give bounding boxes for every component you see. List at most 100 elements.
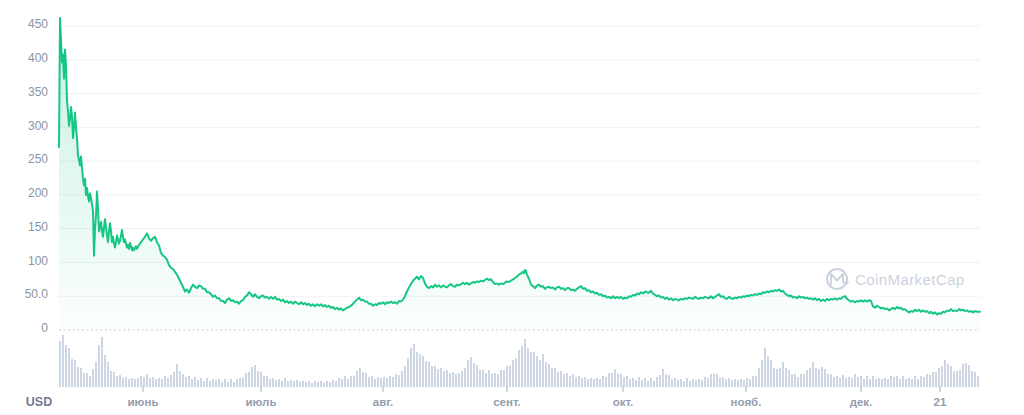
volume-bar	[263, 376, 265, 387]
volume-bar	[197, 380, 199, 387]
volume-bar	[797, 377, 799, 387]
volume-bar	[164, 376, 166, 387]
volume-bar	[710, 374, 712, 387]
volume-bar	[869, 379, 871, 387]
price-chart[interactable]: 45040035030025020015010050.00 июньиюльав…	[0, 0, 1024, 415]
volume-bar	[314, 381, 316, 387]
y-axis-label: 200	[28, 186, 48, 200]
volume-bar	[173, 372, 175, 387]
volume-bar	[722, 377, 724, 387]
volume-bar	[272, 378, 274, 387]
volume-bar	[665, 374, 667, 387]
volume-bar	[788, 370, 790, 387]
volume-bar	[563, 374, 565, 387]
x-axis-label: окт.	[613, 396, 634, 408]
volume-bar	[620, 374, 622, 387]
volume-bar	[323, 383, 325, 387]
volume-bar	[572, 374, 574, 387]
volume-bar	[701, 380, 703, 387]
volume-bar	[455, 374, 457, 387]
volume-bar	[257, 371, 259, 387]
volume-bar	[842, 375, 844, 387]
volume-bar	[140, 376, 142, 387]
volume-bar	[296, 380, 298, 387]
x-axis-label: дек.	[850, 396, 873, 408]
volume-bar	[218, 379, 220, 387]
volume-bar	[737, 380, 739, 387]
volume-bar	[746, 378, 748, 387]
volume-bar	[860, 376, 862, 387]
volume-bar	[560, 371, 562, 387]
volume-bar	[680, 379, 682, 387]
volume-bar	[401, 371, 403, 387]
volume-bar	[944, 360, 946, 387]
volume-bar	[833, 377, 835, 387]
volume-bar	[716, 374, 718, 387]
volume-bar	[290, 380, 292, 387]
volume-bar	[134, 379, 136, 387]
volume-bar	[782, 362, 784, 387]
volume-bar	[329, 382, 331, 387]
volume-bar	[938, 368, 940, 387]
volume-bar	[278, 379, 280, 387]
volume-bar	[968, 365, 970, 387]
volume-bar	[656, 377, 658, 387]
volume-bar	[917, 379, 919, 387]
y-axis-label: 400	[28, 51, 48, 65]
volume-bar	[809, 368, 811, 387]
volume-bar	[779, 368, 781, 387]
volume-bar	[254, 365, 256, 387]
volume-bar	[785, 368, 787, 387]
volume-bar	[308, 381, 310, 387]
volume-bar	[107, 362, 109, 387]
volume-bar	[332, 380, 334, 387]
volume-bar	[353, 376, 355, 387]
volume-bar	[413, 344, 415, 387]
volume-bar	[143, 377, 145, 387]
volume-bar	[473, 363, 475, 387]
volume-bar	[896, 376, 898, 387]
volume-bar	[767, 356, 769, 387]
volume-bar	[359, 368, 361, 387]
volume-bar	[419, 354, 421, 387]
volume-bar	[59, 341, 61, 387]
volume-bar	[281, 381, 283, 387]
volume-bar	[71, 359, 73, 387]
volume-bar	[557, 372, 559, 387]
volume-bar	[215, 380, 217, 387]
coinmarketcap-logo-icon	[827, 269, 847, 289]
volume-bar	[476, 365, 478, 387]
y-axis-label: 350	[28, 85, 48, 99]
volume-bar	[740, 379, 742, 387]
volume-bar	[872, 376, 874, 387]
price-area-fill	[59, 18, 980, 330]
volume-bar	[98, 345, 100, 387]
volume-bar	[752, 376, 754, 387]
volume-bar	[65, 345, 67, 387]
x-axis-label: нояб.	[731, 396, 762, 408]
volume-bar	[182, 374, 184, 387]
volume-bar	[467, 360, 469, 387]
volume-bar	[554, 368, 556, 387]
volume-bar	[689, 381, 691, 387]
y-axis-label: 150	[28, 220, 48, 234]
volume-bar	[605, 377, 607, 387]
volume-bar	[335, 381, 337, 387]
volume-bar	[977, 376, 979, 387]
volume-bar	[479, 370, 481, 387]
volume-bar	[251, 367, 253, 387]
volume-bar	[317, 382, 319, 387]
volume-bar	[86, 373, 88, 387]
volume-bar	[374, 379, 376, 387]
x-axis-label: 21	[934, 396, 947, 408]
volume-bar	[386, 378, 388, 387]
volume-bar	[686, 378, 688, 387]
chart-canvas[interactable]: 45040035030025020015010050.00 июньиюльав…	[0, 0, 1024, 415]
volume-bar	[776, 369, 778, 387]
volume-bar	[866, 376, 868, 387]
volume-bar	[131, 378, 133, 387]
volume-bar	[692, 379, 694, 387]
volume-bar	[965, 363, 967, 387]
volume-bar	[770, 360, 772, 387]
volume-bar	[191, 379, 193, 387]
